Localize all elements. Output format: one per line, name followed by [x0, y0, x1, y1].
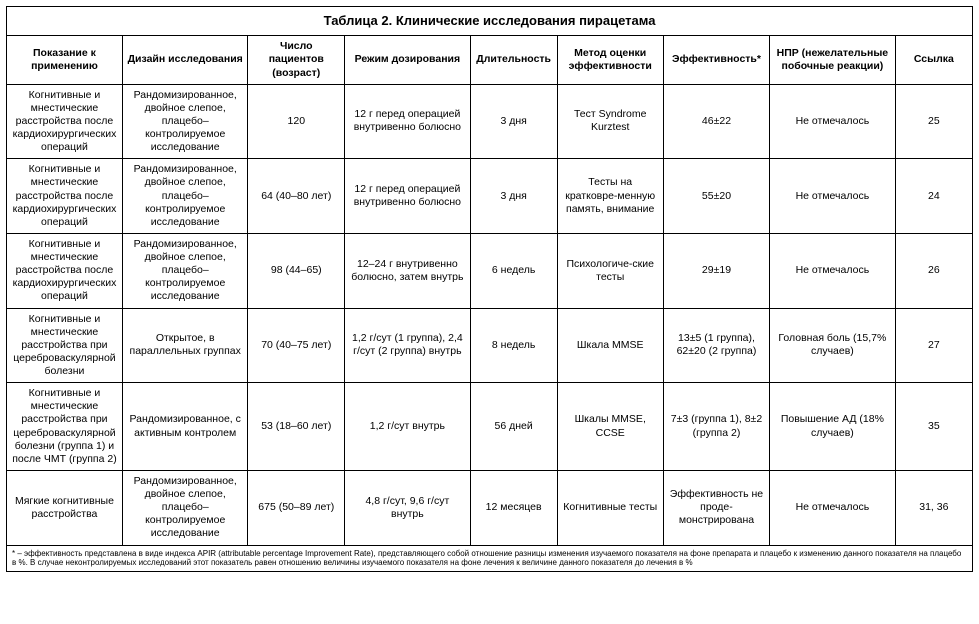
cell: 12 г перед операцией внутривенно болюсно — [345, 84, 471, 159]
col-dosing: Режим дозирования — [345, 36, 471, 84]
cell: Когнитивные тесты — [557, 470, 663, 545]
cell: 29±19 — [663, 233, 769, 308]
table-body: Когнитивные и мнестические расстройства … — [7, 84, 973, 571]
cell: Когнитивные и мнестические расстройства … — [7, 84, 123, 159]
cell: Не отмечалось — [770, 233, 896, 308]
col-assessment: Метод оценки эффективности — [557, 36, 663, 84]
cell: 7±3 (группа 1), 8±2 (группа 2) — [663, 383, 769, 471]
cell: Шкала MMSE — [557, 308, 663, 383]
cell: Тест Syndrome Kurztest — [557, 84, 663, 159]
cell: Когнитивные и мнестические расстройства … — [7, 159, 123, 234]
cell: Когнитивные и мнестические расстройства … — [7, 308, 123, 383]
cell: 12 г перед операцией внутривенно болюсно — [345, 159, 471, 234]
cell: 35 — [895, 383, 972, 471]
cell: 98 (44–65) — [248, 233, 345, 308]
cell: 13±5 (1 группа), 62±20 (2 группа) — [663, 308, 769, 383]
clinical-studies-table: Таблица 2. Клинические исследования пира… — [6, 6, 973, 572]
cell: 27 — [895, 308, 972, 383]
col-design: Дизайн исследования — [122, 36, 248, 84]
cell: Не отмечалось — [770, 159, 896, 234]
cell: Не отмечалось — [770, 84, 896, 159]
col-patients: Число пациентов (возраст) — [248, 36, 345, 84]
table-header-row: Показание к применению Дизайн исследован… — [7, 36, 973, 84]
table-row: Мягкие когнитивные расстройства Рандомиз… — [7, 470, 973, 545]
cell: 25 — [895, 84, 972, 159]
cell: Тесты на кратковре-менную память, вниман… — [557, 159, 663, 234]
cell: Рандомизированное, двойное слепое, плаце… — [122, 233, 248, 308]
cell: Когнитивные и мнестические расстройства … — [7, 383, 123, 471]
cell: 56 дней — [470, 383, 557, 471]
cell: Шкалы MMSE, CCSE — [557, 383, 663, 471]
col-reference: Ссылка — [895, 36, 972, 84]
cell: Рандомизированное, двойное слепое, плаце… — [122, 470, 248, 545]
col-indication: Показание к применению — [7, 36, 123, 84]
cell: Мягкие когнитивные расстройства — [7, 470, 123, 545]
cell: 46±22 — [663, 84, 769, 159]
cell: 1,2 г/сут (1 группа), 2,4 г/сут (2 групп… — [345, 308, 471, 383]
cell: Психологиче-ские тесты — [557, 233, 663, 308]
table-row: Когнитивные и мнестические расстройства … — [7, 383, 973, 471]
cell: 4,8 г/сут, 9,6 г/сут внутрь — [345, 470, 471, 545]
table-row: Когнитивные и мнестические расстройства … — [7, 84, 973, 159]
table-row: Когнитивные и мнестические расстройства … — [7, 233, 973, 308]
cell: 70 (40–75 лет) — [248, 308, 345, 383]
cell: 26 — [895, 233, 972, 308]
cell: 120 — [248, 84, 345, 159]
cell: Рандомизированное, двойное слепое, плаце… — [122, 84, 248, 159]
cell: 1,2 г/сут внутрь — [345, 383, 471, 471]
cell: Головная боль (15,7% случаев) — [770, 308, 896, 383]
cell: Рандомизированное, двойное слепое, плаце… — [122, 159, 248, 234]
cell: 55±20 — [663, 159, 769, 234]
col-adverse: НПР (нежелательные побочные реакции) — [770, 36, 896, 84]
cell: 12–24 г внутривенно болюсно, затем внутр… — [345, 233, 471, 308]
cell: Повышение АД (18% случаев) — [770, 383, 896, 471]
table-title: Таблица 2. Клинические исследования пира… — [7, 7, 973, 36]
cell: Рандомизированное, с активным контролем — [122, 383, 248, 471]
table-row: Когнитивные и мнестические расстройства … — [7, 159, 973, 234]
cell: 12 месяцев — [470, 470, 557, 545]
cell: 53 (18–60 лет) — [248, 383, 345, 471]
cell: 3 дня — [470, 84, 557, 159]
cell: 24 — [895, 159, 972, 234]
cell: 675 (50–89 лет) — [248, 470, 345, 545]
cell: 31, 36 — [895, 470, 972, 545]
table-row: Когнитивные и мнестические расстройства … — [7, 308, 973, 383]
cell: 3 дня — [470, 159, 557, 234]
cell: Не отмечалось — [770, 470, 896, 545]
cell: Открытое, в параллельных группах — [122, 308, 248, 383]
table-footnote: * – эффективность представлена в виде ин… — [7, 545, 973, 571]
cell: 64 (40–80 лет) — [248, 159, 345, 234]
col-duration: Длительность — [470, 36, 557, 84]
col-efficacy: Эффективность* — [663, 36, 769, 84]
cell: 8 недель — [470, 308, 557, 383]
cell: Когнитивные и мнестические расстройства … — [7, 233, 123, 308]
cell: Эффективность не проде-монстрирована — [663, 470, 769, 545]
cell: 6 недель — [470, 233, 557, 308]
